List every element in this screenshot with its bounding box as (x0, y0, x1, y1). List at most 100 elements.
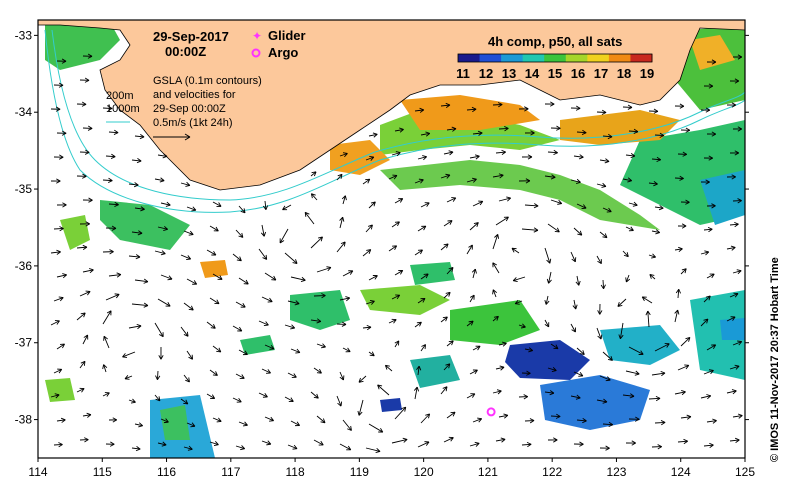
velocity-arrow (368, 275, 378, 281)
depth-label-200: 200m (106, 90, 134, 102)
velocity-arrow (261, 368, 271, 374)
velocity-arrow-head (544, 299, 550, 305)
velocity-arrow-head (501, 149, 506, 155)
velocity-arrow-head (416, 321, 422, 327)
velocity-arrow (443, 437, 454, 443)
velocity-arrow (368, 423, 384, 433)
velocity-arrow-head (660, 420, 666, 426)
velocity-arrow (417, 441, 430, 448)
velocity-arrow (180, 182, 190, 186)
velocity-arrow (596, 327, 602, 340)
glider-star-icon: ✦ (252, 29, 262, 43)
velocity-arrow-head (295, 421, 300, 427)
velocity-arrow-head (56, 178, 61, 184)
velocity-arrow-head (243, 279, 249, 285)
velocity-arrows (50, 53, 743, 454)
velocity-arrow-head (108, 177, 113, 183)
velocity-arrow (446, 267, 454, 275)
colorbar-tick-label: 15 (548, 66, 562, 81)
velocity-arrow-head (681, 390, 686, 396)
velocity-arrow-head (291, 373, 297, 378)
velocity-arrow (160, 274, 173, 280)
velocity-arrow (232, 253, 242, 262)
land-mass (37, 19, 746, 191)
velocity-arrow (651, 230, 660, 234)
velocity-arrow (154, 322, 164, 337)
velocity-arrow (232, 397, 242, 403)
velocity-arrow-head (341, 321, 347, 327)
velocity-arrow-head (497, 102, 503, 108)
velocity-arrow (469, 294, 475, 303)
credit-text: © IMOS 11-Nov-2017 20:37 Hobart Time (769, 257, 781, 462)
velocity-arrow-head (124, 374, 130, 380)
colorbar-swatch (522, 54, 545, 62)
velocity-arrow-head (550, 174, 556, 180)
velocity-arrow (186, 206, 197, 211)
velocity-arrow (729, 293, 739, 298)
velocity-arrow-head (237, 326, 243, 332)
velocity-arrow-head (236, 397, 242, 403)
velocity-arrow (622, 394, 635, 397)
velocity-arrow (622, 250, 629, 257)
velocity-arrow (446, 411, 456, 419)
velocity-arrow (206, 393, 215, 399)
velocity-arrow (677, 289, 680, 299)
velocity-arrow-head (292, 259, 298, 264)
velocity-arrow (674, 309, 679, 323)
velocity-arrow-head (498, 173, 504, 179)
velocity-arrow-head (416, 365, 422, 371)
velocity-arrow (186, 350, 193, 360)
y-tick-label: -34 (15, 105, 33, 119)
velocity-arrow-head (392, 245, 398, 251)
velocity-arrow-head (340, 241, 346, 247)
velocity-arrow-head (160, 250, 166, 256)
velocity-arrow (521, 228, 538, 231)
velocity-arrow (358, 375, 367, 383)
velocity-arrow (548, 271, 552, 284)
velocity-arrow-head (425, 413, 431, 419)
velocity-arrow-head (503, 413, 509, 419)
velocity-arrow-head (549, 390, 555, 396)
velocity-arrow-head (394, 221, 400, 227)
velocity-arrow-head (242, 421, 248, 427)
velocity-arrow (414, 386, 418, 400)
velocity-arrow-head (392, 174, 398, 180)
velocity-arrow-head (190, 422, 196, 428)
velocity-arrow (440, 174, 451, 179)
velocity-arrow-head (367, 224, 373, 230)
velocity-arrow (154, 250, 166, 255)
velocity-arrow-head (442, 386, 448, 392)
velocity-arrow (420, 132, 430, 136)
velocity-arrow-head (135, 254, 141, 260)
velocity-arrow-head (443, 243, 449, 249)
velocity-arrow (131, 447, 141, 450)
velocity-arrow-head (451, 126, 457, 132)
velocity-arrow (122, 351, 136, 358)
velocity-arrow-head (514, 299, 520, 305)
velocity-arrow-head (267, 297, 273, 303)
velocity-arrow-head (85, 221, 90, 227)
velocity-arrow (76, 388, 85, 393)
velocity-arrow-head (263, 321, 269, 326)
velocity-arrow (394, 270, 403, 276)
velocity-arrow-head (358, 377, 364, 383)
velocity-arrow (417, 156, 427, 160)
velocity-arrow (316, 415, 326, 424)
velocity-arrow-head (61, 130, 67, 136)
velocity-arrow (388, 175, 398, 180)
x-tick-label: 123 (606, 465, 626, 479)
velocity-arrow (264, 416, 274, 422)
velocity-arrow-head (706, 394, 712, 400)
velocity-arrow-head (712, 418, 717, 424)
velocity-arrow (368, 351, 375, 357)
velocity-arrow-head (88, 197, 93, 203)
velocity-arrow-head (345, 296, 351, 302)
argo-marker[interactable] (486, 407, 496, 417)
velocity-arrow-head (395, 151, 401, 157)
velocity-arrow (287, 300, 300, 305)
colorbar-swatch (501, 54, 524, 62)
velocity-arrow-head (674, 309, 680, 315)
velocity-arrow (573, 227, 583, 236)
velocity-arrow (703, 295, 711, 303)
velocity-arrow-head (737, 54, 743, 60)
